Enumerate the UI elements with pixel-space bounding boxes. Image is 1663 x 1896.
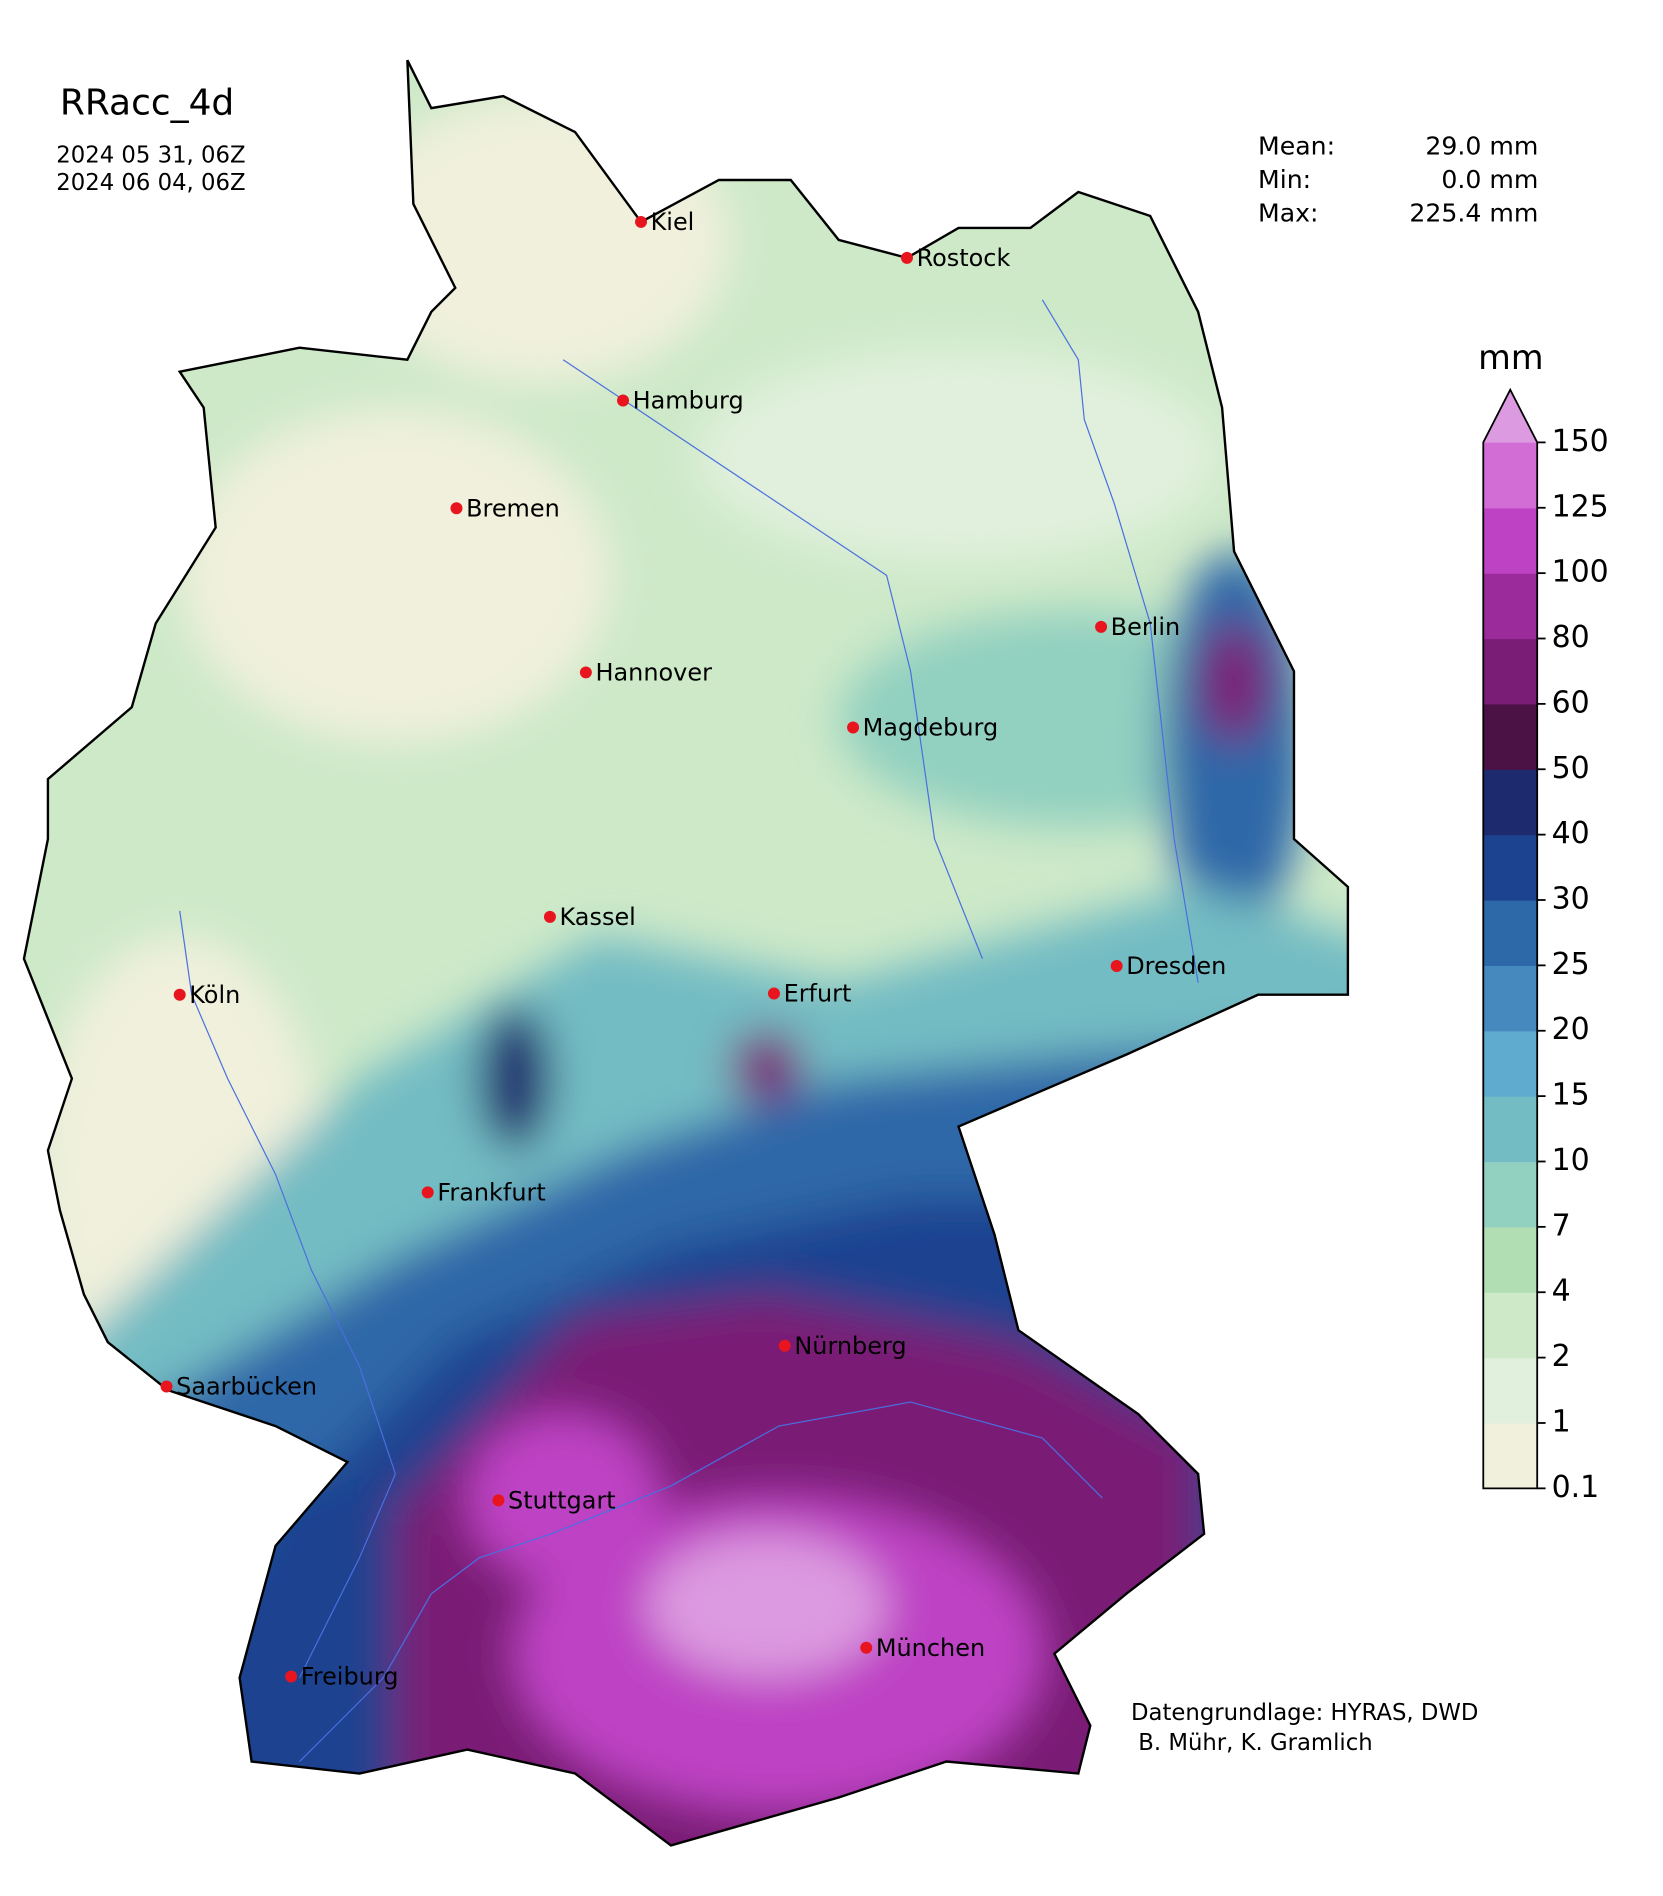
city-label: Magdeburg [863,714,999,742]
colorbar-tick-label: 0.1 [1552,1470,1600,1505]
city-marker [900,251,913,264]
city-marker [847,721,860,734]
river [562,359,984,960]
colorbar-tick-label: 20 [1552,1012,1590,1047]
city-marker [450,502,463,515]
city-label: Dresden [1126,952,1226,980]
colorbar-segment [1483,1161,1538,1228]
colorbar-tick-label: 100 [1552,555,1609,590]
city-marker [160,1380,173,1393]
city-label: Berlin [1111,613,1181,641]
city-marker [635,215,647,228]
colorbar-tick-label: 25 [1552,947,1590,982]
colorbar-extension [1483,389,1538,443]
city-label: Saarbücken [176,1373,317,1401]
city-label: Bremen [466,494,560,522]
stat-value: 0.0 mm [1441,165,1538,194]
city-label: Hannover [595,659,712,687]
stats: Mean: 29.0 mm Min: 0.0 mm Max: 225.4 mm [1258,132,1538,228]
colorbar-tick-label: 50 [1552,751,1590,786]
city-label: Stuttgart [508,1487,616,1515]
colorbar-segment [1483,1226,1538,1293]
city-label: Kiel [651,208,695,236]
stat-value: 29.0 mm [1425,132,1538,161]
credit: Datengrundlage: HYRAS, DWD [1131,1700,1478,1726]
colorbar-segment [1483,1030,1538,1097]
city-label: Hamburg [633,387,744,415]
river [179,910,397,1678]
colorbar-tick-label: 40 [1552,816,1590,851]
colorbar-unit: mm [1478,338,1543,377]
city-label: München [876,1634,985,1662]
city-label: Nürnberg [794,1332,906,1360]
colorbar-tick-label: 10 [1552,1143,1590,1178]
city-label: Kassel [560,903,636,931]
date: 2024 05 31, 06Z [56,143,245,169]
city-label: Frankfurt [437,1179,545,1207]
colorbar-segment [1483,769,1538,836]
colorbar-tick-label: 7 [1552,1208,1571,1243]
colorbar-tick-label: 1 [1552,1404,1571,1439]
city-label: Köln [189,981,240,1009]
city-marker [860,1641,873,1654]
city-label: Erfurt [784,980,852,1008]
colorbar-segment [1483,965,1538,1032]
city-marker [778,1339,791,1352]
colorbar-segment [1483,1096,1538,1163]
city-marker [767,987,780,1000]
city-marker [285,1670,298,1683]
river [1041,299,1199,983]
colorbar-segment [1483,638,1538,705]
colorbar-segment [1483,442,1538,509]
city-marker [173,988,186,1001]
city-marker [579,666,592,679]
colorbar-frame [1482,387,1539,1490]
colorbar-tick-label: 150 [1552,424,1609,459]
colorbar-segment [1483,834,1538,901]
colorbar-tick-label: 30 [1552,882,1590,917]
colorbar: 0.1 1 2 4 7 10 15 20 25 30 40 50 60 80 100 125 150 [1482,387,1609,1505]
city-marker [492,1494,505,1507]
city-marker [1095,620,1108,633]
city-marker [617,394,630,407]
cities: Kiel Rostock Hamburg Bremen Berlin Hannover Ma… [160,208,1226,1691]
map-title: RRacc_4d [60,83,234,124]
river [299,1401,1103,1762]
city-label: Freiburg [301,1663,399,1691]
colorbar-segment [1483,1292,1538,1359]
city-marker [1110,959,1123,972]
colorbar-segment [1483,1357,1538,1424]
stat-label: Min: [1258,165,1311,194]
credit: B. Mühr, K. Gramlich [1131,1730,1373,1756]
stat-label: Mean: [1258,132,1335,161]
colorbar-segment [1483,703,1538,770]
colorbar-segment [1483,1422,1538,1489]
date: 2024 06 04, 06Z [56,170,245,196]
city-label: Rostock [917,244,1011,272]
stat-value: 225.4 mm [1409,199,1538,228]
colorbar-segment [1483,507,1538,574]
colorbar-tick-label: 15 [1552,1078,1590,1113]
city-marker [421,1186,434,1199]
colorbar-tick-label: 60 [1552,685,1590,720]
city-marker [543,910,556,923]
colorbar-tick-label: 4 [1552,1274,1571,1309]
colorbar-segment [1483,573,1538,640]
stat-label: Max: [1258,199,1318,228]
colorbar-segment [1483,900,1538,966]
colorbar-tick-label: 80 [1552,620,1590,655]
colorbar-tick-label: 2 [1552,1339,1571,1374]
colorbar-tick-label: 125 [1552,489,1609,524]
